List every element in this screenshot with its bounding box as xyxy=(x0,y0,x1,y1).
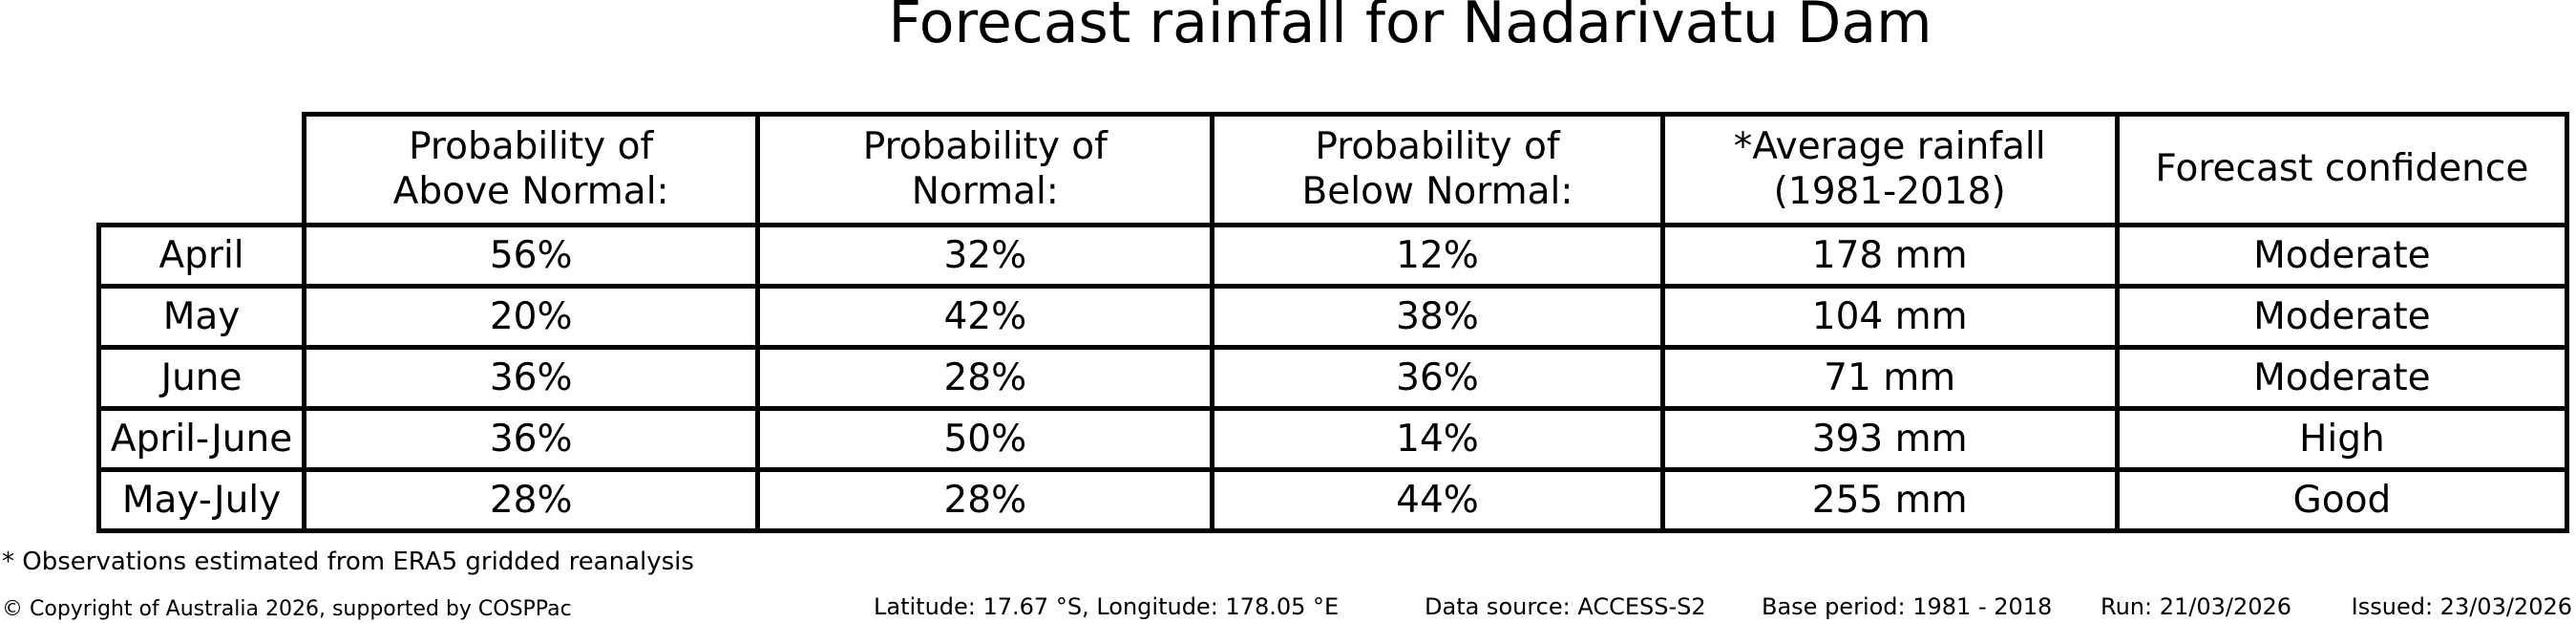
table-cell: 42% xyxy=(755,284,1215,350)
forecast-table: Probability of Above Normal: Probability… xyxy=(95,112,2570,533)
table-cell: 71 mm xyxy=(1659,345,2120,411)
page-title: Forecast rainfall for Nadarivatu Dam xyxy=(888,0,1932,56)
column-header-average-rainfall: *Average rainfall (1981-2018) xyxy=(1659,112,2120,227)
table-cell: 56% xyxy=(302,223,761,289)
table-cell: 393 mm xyxy=(1659,406,2120,472)
corner-cell xyxy=(99,115,305,226)
info-location: Latitude: 17.67 °S, Longitude: 178.05 °E xyxy=(874,593,1340,620)
row-label: April xyxy=(95,223,307,289)
table-cell: 14% xyxy=(1210,406,1665,472)
table-cell: 178 mm xyxy=(1659,223,2120,289)
table-cell: 38% xyxy=(1210,284,1665,350)
table-cell: 32% xyxy=(755,223,1215,289)
table-cell: Good xyxy=(2114,467,2570,533)
info-issued-date: Issued: 23/03/2026 xyxy=(2351,593,2572,620)
table-cell: 28% xyxy=(755,345,1215,411)
table-header-row: Probability of Above Normal: Probability… xyxy=(99,112,2570,227)
info-run-date: Run: 21/03/2026 xyxy=(2101,593,2292,620)
row-label: April-June xyxy=(95,406,307,472)
table-cell: 36% xyxy=(302,406,761,472)
copyright: © Copyright of Australia 2026, supported… xyxy=(2,597,572,621)
table-cell: 28% xyxy=(755,467,1215,533)
table-cell: 104 mm xyxy=(1659,284,2120,350)
column-header-forecast-confidence: Forecast confidence xyxy=(2114,112,2570,227)
table-cell: Moderate xyxy=(2114,223,2570,289)
table-cell: 36% xyxy=(1210,345,1665,411)
row-label: June xyxy=(95,345,307,411)
table-row-april: April 56% 32% 12% 178 mm Moderate xyxy=(95,223,2570,289)
footnote: * Observations estimated from ERA5 gridd… xyxy=(2,548,694,576)
table-cell: High xyxy=(2114,406,2570,472)
table-cell: 28% xyxy=(302,467,761,533)
row-label: May xyxy=(95,284,307,350)
row-label: May-July xyxy=(95,467,307,533)
table-row-april-june: April-June 36% 50% 14% 393 mm High xyxy=(95,406,2570,472)
column-header-normal: Probability of Normal: xyxy=(755,112,1215,227)
table-row-may-july: May-July 28% 28% 44% 255 mm Good xyxy=(95,467,2570,533)
table-cell: 50% xyxy=(755,406,1215,472)
table-row-june: June 36% 28% 36% 71 mm Moderate xyxy=(95,345,2570,411)
info-data-source: Data source: ACCESS-S2 xyxy=(1425,593,1706,620)
table-cell: 255 mm xyxy=(1659,467,2120,533)
table-cell: 36% xyxy=(302,345,761,411)
table-cell: 12% xyxy=(1210,223,1665,289)
column-header-below-normal: Probability of Below Normal: xyxy=(1210,112,1665,227)
table-cell: Moderate xyxy=(2114,345,2570,411)
table-cell: 44% xyxy=(1210,467,1665,533)
table-cell: Moderate xyxy=(2114,284,2570,350)
table-row-may: May 20% 42% 38% 104 mm Moderate xyxy=(95,284,2570,350)
column-header-above-normal: Probability of Above Normal: xyxy=(302,112,761,227)
table-cell: 20% xyxy=(302,284,761,350)
info-base-period: Base period: 1981 - 2018 xyxy=(1762,593,2053,620)
